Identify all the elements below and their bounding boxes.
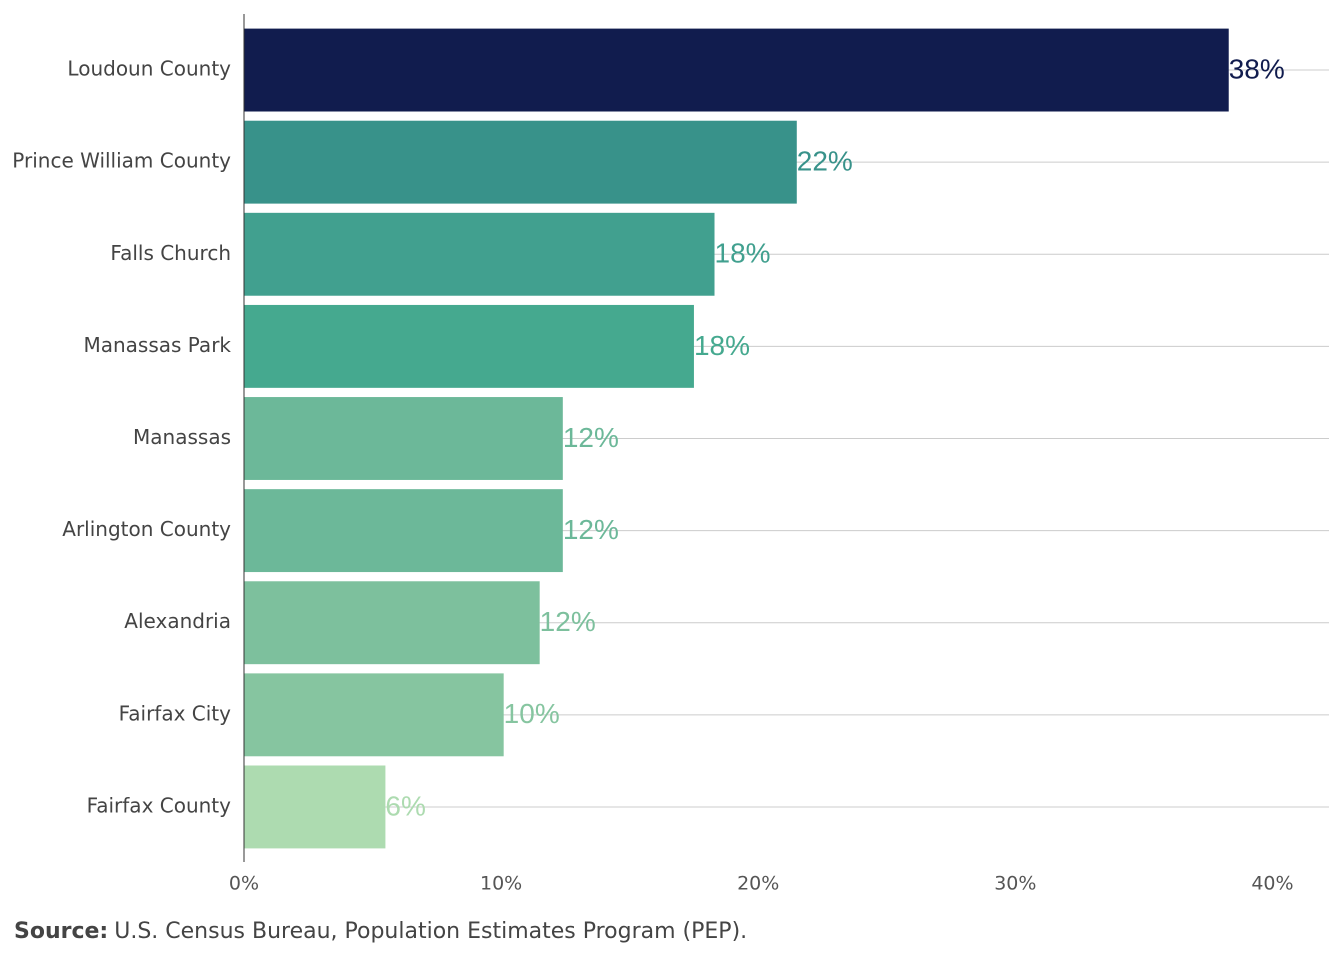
- y-tick-label: Fairfax County: [87, 793, 232, 817]
- bar: [244, 581, 540, 665]
- x-tick-label: 30%: [994, 873, 1036, 895]
- bar: [244, 28, 1229, 112]
- value-label: 18%: [694, 330, 750, 361]
- value-label: 22%: [797, 146, 853, 177]
- x-tick-label: 20%: [737, 873, 779, 895]
- bar: [244, 397, 563, 480]
- y-tick-label: Falls Church: [110, 241, 231, 265]
- bar: [244, 765, 386, 849]
- x-tick-label: 0%: [229, 873, 259, 895]
- value-label: 12%: [540, 606, 596, 637]
- value-label: 10%: [504, 698, 560, 729]
- y-tick-label: Manassas: [133, 425, 231, 449]
- y-tick-label: Prince William County: [12, 149, 231, 173]
- source-text: U.S. Census Bureau, Population Estimates…: [114, 919, 747, 944]
- x-tick-label: 10%: [480, 873, 522, 895]
- value-label: 18%: [715, 238, 771, 269]
- bar: [244, 304, 694, 388]
- x-tick-label: 40%: [1251, 873, 1293, 895]
- value-label: 12%: [563, 514, 619, 545]
- value-label: 12%: [563, 422, 619, 453]
- bar: [244, 120, 797, 204]
- value-label: 6%: [385, 790, 425, 821]
- bar: [244, 212, 715, 296]
- bar: [244, 673, 504, 757]
- y-tick-label: Alexandria: [124, 609, 231, 633]
- source-label: Source:: [14, 919, 108, 944]
- y-tick-label: Fairfax City: [119, 701, 232, 725]
- value-label: 38%: [1229, 53, 1285, 84]
- source: Source: U.S. Census Bureau, Population Es…: [14, 919, 747, 944]
- y-tick-label: Loudoun County: [67, 57, 231, 81]
- y-tick-label: Arlington County: [62, 517, 231, 541]
- bar: [244, 489, 563, 573]
- y-tick-label: Manassas Park: [83, 333, 231, 357]
